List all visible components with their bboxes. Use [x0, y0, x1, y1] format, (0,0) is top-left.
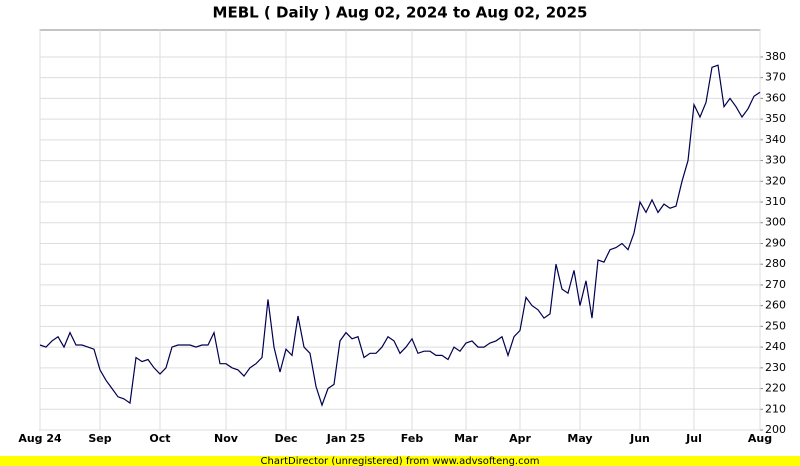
y-tick-label: 270: [765, 278, 786, 291]
x-tick-label: Jun: [629, 432, 650, 445]
plot-area: [39, 29, 761, 431]
x-tick-label: Oct: [149, 432, 170, 445]
x-tick-label: Sep: [88, 432, 111, 445]
y-tick-label: 330: [765, 154, 786, 167]
y-tick-label: 260: [765, 299, 786, 312]
x-tick-label: Feb: [401, 432, 424, 445]
chart-title: MEBL ( Daily ) Aug 02, 2024 to Aug 02, 2…: [213, 4, 588, 22]
x-tick-label: Aug: [748, 432, 772, 445]
y-tick-label: 290: [765, 236, 786, 249]
x-tick-label: Jul: [685, 432, 702, 445]
y-tick-label: 230: [765, 361, 786, 374]
footer-bar: [0, 456, 800, 466]
y-tick-label: 360: [765, 91, 786, 104]
y-tick-label: 210: [765, 402, 786, 415]
footer-text: ChartDirector (unregistered) from www.ad…: [261, 456, 540, 466]
y-tick-label: 280: [765, 257, 786, 270]
y-tick-label: 320: [765, 174, 786, 187]
y-tick-label: 250: [765, 319, 786, 332]
x-tick-label: Nov: [214, 432, 239, 445]
x-tick-label: Dec: [274, 432, 297, 445]
price-line: [39, 64, 761, 407]
x-tick-label: Apr: [509, 432, 531, 445]
y-tick-label: 220: [765, 382, 786, 395]
x-tick-label: Aug 24: [18, 432, 62, 445]
x-tick-label: Mar: [454, 432, 478, 445]
x-tick-label: May: [567, 432, 592, 445]
y-tick-label: 240: [765, 340, 786, 353]
y-tick-label: 310: [765, 195, 786, 208]
y-tick-label: 340: [765, 133, 786, 146]
y-tick-label: 350: [765, 112, 786, 125]
x-tick-label: Jan 25: [326, 432, 365, 445]
y-tick-label: 300: [765, 216, 786, 229]
y-tick-label: 200: [765, 423, 786, 436]
y-tick-label: 370: [765, 71, 786, 84]
y-tick-label: 380: [765, 50, 786, 63]
